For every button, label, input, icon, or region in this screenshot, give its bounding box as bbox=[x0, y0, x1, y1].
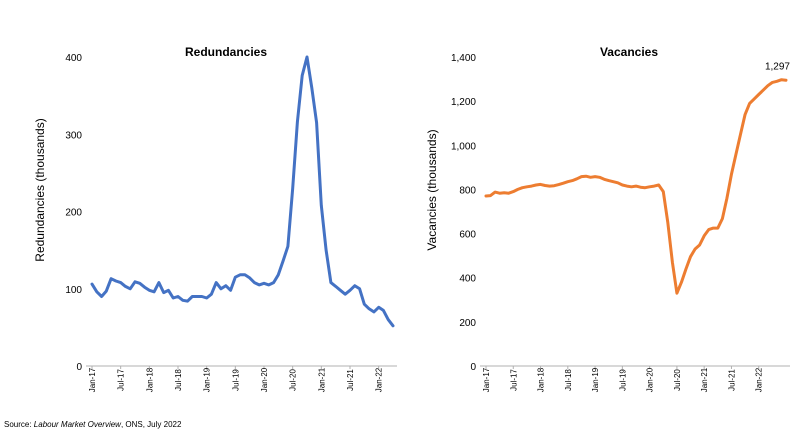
source-suffix: , ONS, July 2022 bbox=[120, 420, 182, 429]
y-tick-label: 400 bbox=[459, 274, 476, 285]
series-annotation: 1,297 bbox=[765, 62, 790, 73]
y-tick-label: 1,000 bbox=[451, 141, 476, 152]
chart-title: Vacancies bbox=[600, 45, 658, 59]
y-tick-label: 0 bbox=[76, 362, 82, 373]
y-tick-label: 400 bbox=[65, 53, 82, 64]
chart-1: Vacancies Vacancies (thousands) 0 200 400 600… bbox=[425, 45, 790, 392]
source-title: Labour Market Overview bbox=[33, 420, 121, 429]
x-tick-label: Jan-22 bbox=[375, 367, 384, 392]
x-tick-label: Jan-18 bbox=[145, 367, 154, 392]
x-tick-label: Jan-17 bbox=[482, 367, 491, 392]
y-tick-label: 1,200 bbox=[451, 97, 476, 108]
y-tick-label: 0 bbox=[470, 362, 476, 373]
chart-0: Redundancies Redundancies (thousands) 0 100… bbox=[33, 45, 397, 392]
x-tick-label: Jul-18 bbox=[174, 369, 183, 391]
x-tick-label: Jul-20 bbox=[673, 369, 682, 391]
source-prefix: Source: bbox=[4, 420, 34, 429]
x-tick-label: Jul-17 bbox=[117, 369, 126, 391]
x-tick-label: Jan-19 bbox=[591, 367, 600, 392]
x-tick-label: Jan-20 bbox=[260, 367, 269, 392]
x-tick-label: Jan-20 bbox=[646, 367, 655, 392]
x-tick-label: Jul-21 bbox=[346, 369, 355, 391]
chart-title: Redundancies bbox=[185, 45, 267, 59]
x-tick-label: Jul-19 bbox=[231, 369, 240, 391]
x-tick-label: Jul-18 bbox=[564, 369, 573, 391]
x-tick-label: Jan-21 bbox=[317, 367, 326, 392]
y-tick-label: 600 bbox=[459, 230, 476, 241]
y-tick-label: 200 bbox=[65, 208, 82, 219]
series-line bbox=[484, 78, 788, 295]
x-tick-label: Jul-19 bbox=[618, 369, 627, 391]
x-tick-label: Jan-21 bbox=[700, 367, 709, 392]
x-tick-label: Jul-20 bbox=[289, 369, 298, 391]
y-tick-label: 100 bbox=[65, 285, 82, 296]
x-tick-label: Jan-17 bbox=[88, 367, 97, 392]
y-tick-label: 300 bbox=[65, 130, 82, 141]
x-tick-label: Jul-17 bbox=[509, 369, 518, 391]
x-tick-label: Jan-22 bbox=[755, 367, 764, 392]
x-tick-label: Jan-19 bbox=[203, 367, 212, 392]
y-tick-label: 200 bbox=[459, 318, 476, 329]
y-axis-label: Redundancies (thousands) bbox=[33, 118, 47, 261]
source-note: Source: Labour Market Overview, ONS, Jul… bbox=[4, 420, 181, 429]
y-tick-label: 800 bbox=[459, 185, 476, 196]
x-tick-label: Jul-21 bbox=[727, 369, 736, 391]
series-line bbox=[90, 55, 395, 328]
y-axis-label: Vacancies (thousands) bbox=[425, 129, 439, 250]
x-tick-label: Jan-18 bbox=[537, 367, 546, 392]
y-tick-label: 1,400 bbox=[451, 53, 476, 64]
